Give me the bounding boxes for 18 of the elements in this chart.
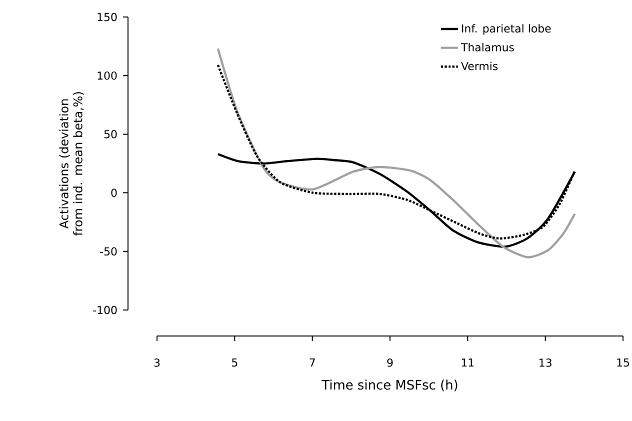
legend-label: Inf. parietal lobe: [462, 24, 551, 35]
x-tick-label: 11: [462, 358, 474, 367]
x-tick-label: 13: [540, 358, 552, 367]
legend-label: Vermis: [461, 62, 498, 70]
y-tick-label: -100: [93, 306, 117, 314]
x-tick-label: 5: [232, 358, 238, 367]
y-tick-label: -50: [100, 247, 117, 256]
x-tick-label: 7: [310, 358, 315, 367]
legend-label: Thalamus: [460, 42, 514, 52]
x-axis-title: Time since MSFsc (h): [322, 380, 458, 392]
x-tick-label: 9: [387, 358, 393, 367]
x-tick-label: 15: [617, 358, 630, 367]
x-tick-label: 3: [154, 358, 160, 367]
y-tick-label: 50: [104, 130, 117, 138]
y-tick-label: 150: [98, 12, 117, 22]
y-axis-title: Activations (deviation from ind. mean beta,%): [59, 92, 84, 236]
y-tick-label: 0: [111, 188, 117, 197]
y-tick-label: 100: [98, 71, 117, 80]
